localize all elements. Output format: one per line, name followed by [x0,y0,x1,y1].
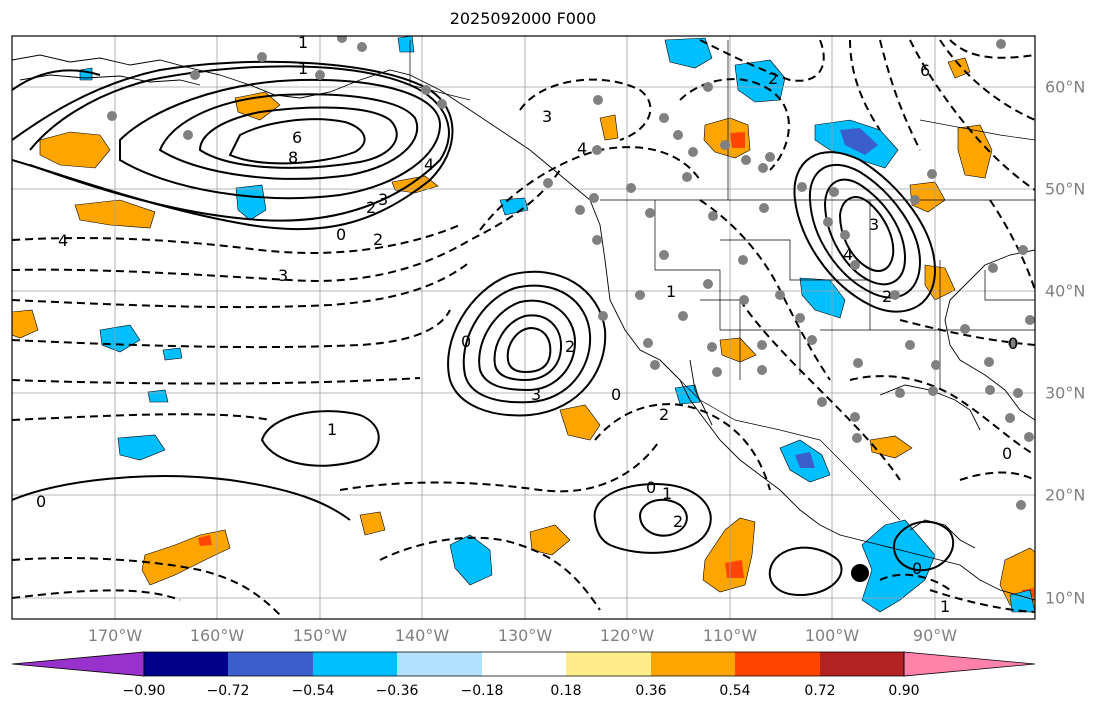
contour-label: 3 [531,385,541,404]
lon-label: 170°W [87,626,143,645]
map-title: 2025092000 F000 [449,9,597,28]
contour-label: 2 [366,198,376,217]
gridlines [12,36,1035,619]
lon-label: 140°W [394,626,450,645]
colorbar-extend-low [11,651,145,677]
contour-label: 2 [659,405,669,424]
colorbar-swatch [313,652,397,676]
lon-label: 100°W [804,626,860,645]
contour-label: 6 [292,128,302,147]
colorbar-tick-label: −0.72 [206,683,250,699]
contour-label: 3 [869,215,879,234]
contour-label: 2 [882,287,892,306]
contours-negative [12,39,1035,616]
contours-positive [12,60,955,597]
lon-label: 150°W [292,626,348,645]
map-frame [11,35,1036,620]
contour-label: 0 [461,332,471,351]
colorbar-swatch [228,652,313,676]
lat-label: 30°N [1045,383,1086,403]
shading-negative [79,36,1035,613]
contour-label: 2 [768,69,778,88]
lat-label: 20°N [1045,485,1086,505]
contour-labels: 1 1 6 8 4 2 3 0 2 4 3 3 4 0 1 2 3 1 0 2 … [36,33,1018,616]
colorbar-swatch [482,652,566,676]
colorbar-swatch [651,652,735,676]
lon-label: 110°W [702,626,758,645]
contour-label: 0 [1008,334,1018,353]
colorbar-tick-label: 0.36 [635,683,667,699]
colorbar-swatch [566,652,651,676]
contour-label: 8 [288,148,298,167]
contour-label: 1 [327,420,337,439]
contour-label: 4 [843,245,853,264]
coastlines [12,54,1035,601]
contour-label: 3 [378,190,388,209]
colorbar-swatch [144,652,228,676]
colorbar-tick-label: 0.18 [550,683,582,699]
contour-label: 0 [1002,444,1012,463]
colorbar [11,651,1036,677]
contour-label: 6 [920,61,930,80]
lon-label: 120°W [599,626,655,645]
contour-label: 1 [662,484,672,503]
colorbar-extend-high [903,651,1036,677]
colorbar-tick-label: −0.90 [122,683,166,699]
contour-label: 4 [424,155,434,174]
station-marker [851,564,869,582]
lat-label: 10°N [1045,588,1086,608]
contour-label: 2 [673,512,683,531]
contour-label: 1 [940,597,950,616]
contour-label: 3 [278,266,288,285]
contour-label: 0 [336,225,346,244]
lat-label: 40°N [1045,281,1086,301]
lon-label: 130°W [497,626,553,645]
lon-label: 160°W [189,626,245,645]
contour-label: 0 [646,478,656,497]
contour-label: 3 [542,107,552,126]
colorbar-tick-label: −0.54 [291,683,335,699]
contour-label: 0 [611,385,621,404]
colorbar-swatch [397,652,482,676]
contour-label: 2 [565,337,575,356]
lon-label: 90°W [912,626,958,645]
contour-label: 1 [298,33,308,52]
contour-label: 0 [912,559,922,578]
colorbar-tick-label: 0.72 [804,683,836,699]
contour-label: 4 [577,139,587,158]
colorbar-swatch [820,652,904,676]
colorbar-tick-label: 0.90 [888,683,920,699]
lat-label: 50°N [1045,179,1086,199]
contour-label: 1 [666,282,676,301]
contour-label: 1 [298,59,308,78]
colorbar-tick-label: −0.36 [375,683,419,699]
colorbar-tick-label: −0.18 [460,683,504,699]
contour-label: 0 [36,492,46,511]
lat-label: 60°N [1045,77,1086,97]
colorbar-tick-label: 0.54 [719,683,751,699]
station-dots [107,36,1035,510]
contour-label: 2 [373,230,383,249]
contour-label: 4 [58,231,68,250]
colorbar-swatch [735,652,820,676]
